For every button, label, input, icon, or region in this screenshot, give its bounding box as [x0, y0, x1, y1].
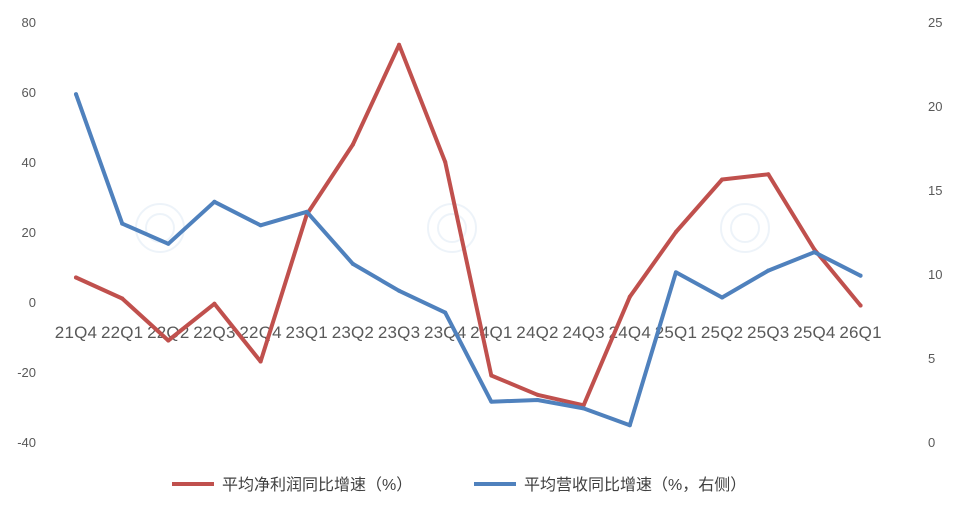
- legend: 平均净利润同比增速（%） 平均营收同比增速（%，右侧）: [172, 476, 746, 494]
- data-point: [258, 359, 263, 364]
- data-point: [74, 275, 78, 280]
- x-tick-label: 23Q1: [286, 323, 328, 342]
- legend-label: 平均营收同比增速（%，右侧）: [524, 476, 746, 494]
- data-point: [212, 301, 217, 306]
- watermark-logo-1: [135, 203, 185, 253]
- x-tick-label: 24Q4: [609, 323, 651, 342]
- data-point: [489, 373, 494, 378]
- data-point: [212, 199, 217, 204]
- data-point: [120, 296, 125, 301]
- x-tick-label: 24Q1: [470, 323, 512, 342]
- x-tick-label: 21Q4: [55, 323, 97, 342]
- x-tick-label: 23Q4: [424, 323, 466, 342]
- x-tick-label: 24Q2: [516, 323, 558, 342]
- x-tick-label: 25Q1: [655, 323, 697, 342]
- data-point: [489, 399, 494, 404]
- right-tick-label: 10: [928, 267, 942, 282]
- left-tick-label: -40: [17, 435, 36, 450]
- x-tick-label: 24Q3: [562, 323, 604, 342]
- left-axis-ticks: 80 60 40 20 0 -20 -40: [17, 15, 36, 450]
- watermark-logo-3: [720, 203, 770, 253]
- legend-label: 平均净利润同比增速（%）: [222, 476, 412, 494]
- data-point: [350, 142, 355, 147]
- data-point: [120, 221, 125, 226]
- x-tick-label: 23Q2: [332, 323, 374, 342]
- data-point: [673, 270, 678, 275]
- x-tick-label: 22Q4: [239, 323, 281, 342]
- left-tick-label: 80: [22, 15, 36, 30]
- x-tick-label: 25Q2: [701, 323, 743, 342]
- data-point: [304, 209, 309, 214]
- data-point: [766, 268, 771, 273]
- data-point: [812, 250, 817, 255]
- series-lines: [74, 42, 863, 428]
- data-point: [443, 310, 448, 315]
- left-tick-label: 0: [29, 295, 36, 310]
- watermark: [135, 203, 770, 253]
- data-point: [627, 294, 632, 299]
- x-tick-label: 26Q1: [839, 323, 881, 342]
- data-point: [443, 160, 448, 164]
- data-point: [581, 406, 586, 411]
- data-point: [858, 303, 863, 308]
- data-point: [627, 423, 632, 428]
- left-tick-label: 20: [22, 225, 36, 240]
- x-tick-label: 22Q1: [101, 323, 143, 342]
- series-line-revenue: [74, 92, 863, 428]
- x-tick-label: 23Q3: [378, 323, 420, 342]
- watermark-logo-2: [427, 203, 477, 253]
- left-tick-label: 60: [22, 85, 36, 100]
- right-tick-label: 5: [928, 351, 935, 366]
- series-line-net-profit: [74, 42, 863, 408]
- right-tick-label: 20: [928, 99, 942, 114]
- left-tick-label: -20: [17, 365, 36, 380]
- data-point: [720, 177, 725, 182]
- data-point: [858, 273, 863, 278]
- x-tick-label: 25Q4: [793, 323, 835, 342]
- data-point: [397, 288, 402, 293]
- data-point: [350, 261, 355, 266]
- data-point: [166, 338, 171, 343]
- data-point: [535, 398, 540, 402]
- data-point: [166, 241, 171, 246]
- data-point: [535, 392, 540, 397]
- right-tick-label: 15: [928, 183, 942, 198]
- data-point: [766, 172, 771, 177]
- x-tick-label: 25Q3: [747, 323, 789, 342]
- data-point: [720, 295, 725, 300]
- left-tick-label: 40: [22, 155, 36, 170]
- data-point: [74, 92, 78, 97]
- data-point: [258, 223, 263, 228]
- right-tick-label: 0: [928, 435, 935, 450]
- data-point: [673, 230, 678, 234]
- right-axis-ticks: 25 20 15 10 5 0: [928, 15, 942, 450]
- x-tick-label: 22Q3: [193, 323, 235, 342]
- data-point: [397, 42, 402, 47]
- right-tick-label: 25: [928, 15, 942, 30]
- x-axis-ticks: 21Q4 22Q1 22Q2 22Q3 22Q4 23Q1 23Q2 23Q3 23Q4 24Q1…: [55, 323, 882, 342]
- x-tick-label: 22Q2: [147, 323, 189, 342]
